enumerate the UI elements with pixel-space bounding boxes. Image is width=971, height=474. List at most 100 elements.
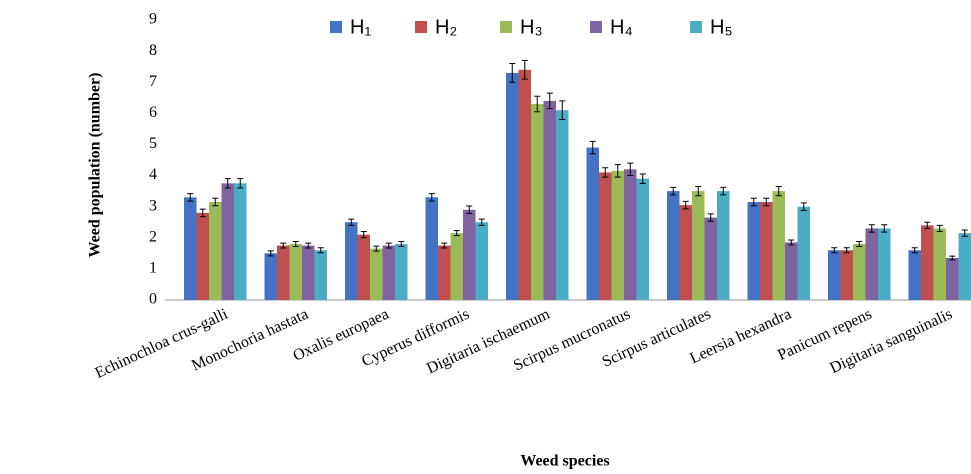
bar <box>395 244 408 300</box>
error-bar <box>317 247 324 254</box>
error-bar <box>961 229 968 237</box>
error-bar <box>360 231 367 239</box>
error-bar <box>614 164 621 178</box>
error-bar <box>682 200 689 210</box>
error-bar <box>385 242 392 249</box>
y-tick-label: 1 <box>149 260 157 277</box>
bar <box>289 244 302 300</box>
error-bar <box>936 224 943 233</box>
error-bar <box>280 242 287 249</box>
error-bar <box>949 255 956 261</box>
y-tick-label: 3 <box>149 197 157 214</box>
bar <box>785 242 798 300</box>
error-bar <box>695 185 702 197</box>
y-axis-title: Weed population (number) <box>87 73 104 258</box>
error-bar <box>670 186 677 196</box>
bar <box>302 245 315 300</box>
error-bar <box>856 241 863 247</box>
bar <box>506 72 519 300</box>
bar <box>908 250 921 300</box>
error-bar <box>720 186 727 196</box>
bar <box>747 202 760 300</box>
error-bar <box>237 178 244 189</box>
bar <box>840 250 853 300</box>
error-bar <box>348 218 355 226</box>
bar <box>636 178 649 300</box>
bar <box>382 245 395 300</box>
y-tick-label: 5 <box>149 135 157 152</box>
bar <box>370 248 383 300</box>
error-bar <box>267 250 274 257</box>
bar <box>828 250 841 300</box>
error-bar <box>546 92 553 110</box>
bar <box>624 169 637 300</box>
bar <box>878 228 891 300</box>
bar <box>556 110 569 300</box>
error-bar <box>478 218 485 226</box>
y-tick-label: 0 <box>149 291 157 308</box>
error-bar <box>428 193 435 202</box>
error-bar <box>305 242 312 249</box>
error-bar <box>199 208 206 218</box>
error-bar <box>441 242 448 249</box>
bar <box>531 104 544 300</box>
y-tick-label: 7 <box>149 73 157 90</box>
error-bar <box>212 197 219 207</box>
bar <box>357 234 370 300</box>
bar <box>946 258 959 300</box>
x-tick-label: Echinochloa crus-galli <box>92 305 231 382</box>
y-tick-label: 6 <box>149 104 157 121</box>
error-bar <box>788 239 795 246</box>
bar <box>611 170 624 300</box>
error-bar <box>398 241 405 247</box>
error-bar <box>534 95 541 113</box>
y-tick-label: 8 <box>149 42 157 59</box>
bar <box>667 191 680 300</box>
bar <box>425 197 438 300</box>
error-bar <box>800 202 807 211</box>
legend-label: H₂ <box>435 16 457 38</box>
bar <box>679 205 692 300</box>
error-bar <box>602 167 609 178</box>
error-bar <box>831 247 838 254</box>
error-bar <box>843 247 850 254</box>
bar <box>704 217 717 300</box>
bar <box>772 191 785 300</box>
bar <box>865 228 878 300</box>
bar <box>450 233 463 300</box>
bar <box>314 250 327 300</box>
error-bar <box>373 245 380 252</box>
x-axis-title: Weed species <box>520 453 609 470</box>
error-bar <box>924 221 931 229</box>
legend-swatch <box>415 21 427 33</box>
error-bar <box>627 162 634 177</box>
error-bar <box>911 247 918 254</box>
error-bar <box>466 205 473 215</box>
bar <box>196 212 209 300</box>
error-bar <box>750 197 757 207</box>
legend-swatch <box>330 21 342 33</box>
bar <box>692 191 705 300</box>
error-bar <box>509 63 516 83</box>
error-bar <box>453 230 460 237</box>
legend-swatch <box>690 21 702 33</box>
bar <box>543 100 556 300</box>
bar <box>264 253 277 300</box>
legend-swatch <box>500 21 512 33</box>
bar <box>184 197 197 300</box>
bar <box>921 225 934 300</box>
error-bar <box>707 213 714 222</box>
bar <box>958 233 971 300</box>
bar <box>234 183 247 300</box>
error-bar <box>521 59 528 80</box>
bar <box>853 244 866 300</box>
legend-label: H₄ <box>610 16 633 38</box>
bar <box>599 172 612 300</box>
legend-swatch <box>590 21 602 33</box>
legend-label: H₁ <box>350 16 371 38</box>
bar <box>209 202 222 300</box>
error-bar <box>868 224 875 233</box>
error-bar <box>881 224 888 233</box>
error-bar <box>775 185 782 197</box>
